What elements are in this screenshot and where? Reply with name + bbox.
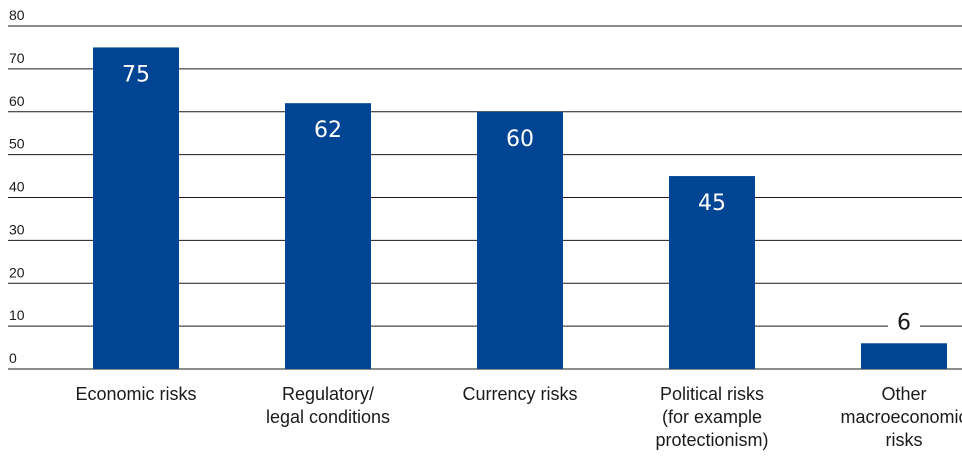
y-tick-label-40: 40 xyxy=(9,179,25,195)
data-label-bg-4 xyxy=(888,305,920,336)
y-tick-label-70: 70 xyxy=(9,50,25,66)
y-axis-tick-labels: 0 10 20 30 40 50 60 70 80 xyxy=(9,7,25,366)
data-label-2: 60 xyxy=(506,127,534,152)
y-tick-label-10: 10 xyxy=(9,307,25,323)
data-label-4: 6 xyxy=(897,310,911,335)
y-tick-label-80: 80 xyxy=(9,7,25,23)
x-category-label-3: Political risks (for example protectionism… xyxy=(655,384,768,450)
bars: 75 62 60 45 6 xyxy=(93,47,947,370)
x-category-label-0: Economic risks xyxy=(75,384,196,404)
bar-3 xyxy=(669,176,755,369)
x-category-label-1: Regulatory/legal conditions xyxy=(266,384,390,427)
data-label-3: 45 xyxy=(698,191,726,216)
bar-2 xyxy=(477,111,563,369)
x-axis-category-labels: Economic risks Regulatory/legal condition… xyxy=(75,384,962,450)
y-tick-label-0: 0 xyxy=(9,350,17,366)
y-tick-label-50: 50 xyxy=(9,136,25,152)
y-tick-label-20: 20 xyxy=(9,264,25,280)
y-tick-label-30: 30 xyxy=(9,221,25,237)
bar-4 xyxy=(861,343,947,369)
x-category-label-4: Other macroeconomic risks xyxy=(840,384,962,450)
data-label-1: 62 xyxy=(314,118,342,143)
bar-1 xyxy=(285,103,371,370)
x-category-label-2: Currency risks xyxy=(462,384,577,404)
data-label-0: 75 xyxy=(122,62,150,87)
bar-0 xyxy=(93,47,179,369)
y-tick-label-60: 60 xyxy=(9,93,25,109)
